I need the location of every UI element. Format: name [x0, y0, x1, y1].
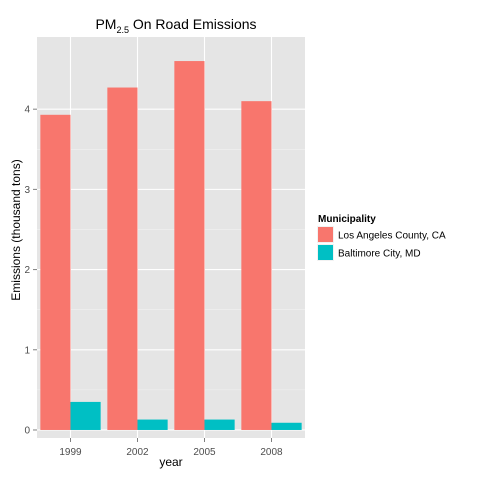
chart-title-suffix: On Road Emissions: [129, 16, 257, 32]
bar: [241, 101, 272, 430]
x-tick-label: 1999: [59, 447, 82, 458]
y-axis-ticks: 0 1 2 3 4: [24, 105, 37, 436]
bar: [271, 422, 302, 430]
y-tick-label: 0: [24, 425, 30, 436]
y-tick-label: 3: [24, 185, 30, 196]
chart-title: PM2.5 On Road Emissions: [95, 16, 256, 35]
legend-label: Baltimore City, MD: [338, 249, 421, 260]
legend-label: Los Angeles County, CA: [338, 231, 446, 242]
bar: [137, 419, 168, 430]
x-axis-title: year: [159, 455, 182, 469]
bar: [40, 114, 71, 430]
bar: [70, 401, 101, 430]
legend: Municipality Los Angeles County, CA Balti…: [317, 214, 446, 261]
y-tick-label: 4: [24, 105, 30, 116]
x-tick-label: 2008: [260, 447, 283, 458]
bar: [107, 87, 138, 430]
bar: [204, 419, 235, 430]
bar: [174, 61, 205, 430]
x-tick-label: 2002: [126, 447, 149, 458]
x-axis-ticks: 1999 2002 2005 2008: [59, 438, 283, 458]
legend-title: Municipality: [318, 214, 376, 225]
legend-swatch: [318, 245, 333, 260]
bars: [40, 61, 302, 430]
y-tick-label: 2: [24, 265, 30, 276]
y-axis-title: Emissions (thousand tons): [9, 159, 23, 300]
chart-title-subscript: 2.5: [116, 25, 129, 35]
x-tick-label: 2005: [193, 447, 216, 458]
legend-swatch: [318, 227, 333, 242]
y-tick-label: 1: [24, 345, 30, 356]
